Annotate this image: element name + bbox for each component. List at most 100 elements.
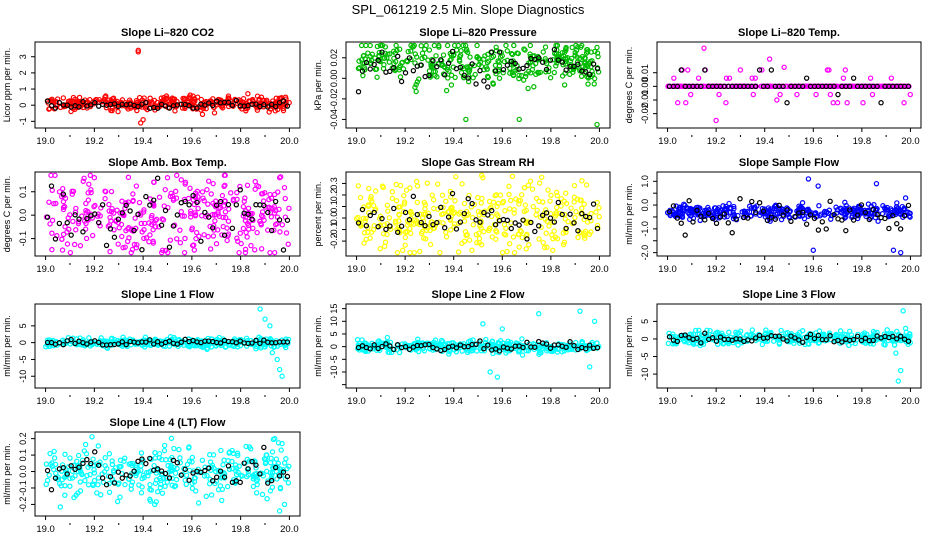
data-point <box>110 210 117 216</box>
y-tick-label: -0.1 <box>329 222 339 238</box>
data-point <box>727 209 733 215</box>
data-point <box>448 82 455 88</box>
data-point <box>381 243 388 250</box>
data-point-black <box>257 340 263 347</box>
data-point <box>516 244 522 250</box>
data-point <box>234 235 240 241</box>
data-point <box>586 231 593 237</box>
data-point <box>533 212 539 218</box>
x-tick-label: 20.0 <box>280 136 299 147</box>
data-point-black <box>44 98 51 104</box>
data-point-black <box>426 341 432 348</box>
data-point-black <box>394 53 401 60</box>
data-point <box>902 325 909 332</box>
plot-title: Slope Line 4 (LT) Flow <box>110 417 226 429</box>
data-point <box>548 192 554 199</box>
data-point-black <box>698 340 704 346</box>
data-point-black <box>894 220 900 227</box>
data-point <box>80 178 86 184</box>
data-point <box>106 489 113 495</box>
data-point-black <box>686 198 692 204</box>
data-point <box>476 230 482 236</box>
data-point-black <box>678 220 684 226</box>
data-point-black <box>127 208 133 214</box>
data-point <box>469 247 475 254</box>
data-point-black <box>217 340 224 346</box>
data-point <box>176 446 182 453</box>
data-point <box>528 70 534 76</box>
data-point <box>384 231 390 238</box>
data-point-black <box>682 232 688 238</box>
data-point-black <box>198 238 204 244</box>
data-point <box>102 455 108 461</box>
plot-title: Slope Li–820 Temp. <box>738 27 840 39</box>
data-point <box>584 46 590 53</box>
data-point <box>744 332 750 338</box>
data-point <box>271 191 278 198</box>
data-point <box>76 94 83 101</box>
data-point <box>403 187 410 193</box>
data-point <box>91 470 98 476</box>
data-point <box>700 341 707 347</box>
data-point-black <box>670 203 677 209</box>
data-point-black <box>391 205 397 212</box>
data-point <box>466 192 472 199</box>
data-point-black <box>111 234 118 240</box>
data-point <box>594 121 600 128</box>
data-point <box>245 205 252 211</box>
y-tick-label: -1.0 <box>640 221 650 237</box>
data-point-black <box>217 468 224 474</box>
x-tick-label: 19.8 <box>542 136 561 147</box>
data-point <box>163 457 169 463</box>
data-point <box>132 215 138 221</box>
data-point <box>147 498 154 504</box>
data-point-black <box>44 467 51 474</box>
data-point <box>527 178 534 184</box>
data-point-black <box>512 60 518 67</box>
y-axis-label: degrees C per min. <box>2 176 12 253</box>
data-point-black <box>88 102 94 108</box>
data-point-black <box>702 67 708 73</box>
data-point-black <box>508 225 514 232</box>
data-point-black <box>571 220 577 226</box>
data-point <box>884 204 891 211</box>
data-point <box>366 185 372 192</box>
data-point-black <box>702 330 708 336</box>
data-point-black <box>780 212 786 218</box>
data-point-black <box>162 207 169 214</box>
data-point <box>84 472 90 479</box>
x-tick-label: 19.0 <box>36 524 55 535</box>
x-tick-label: 19.0 <box>347 396 366 407</box>
data-point <box>83 235 90 242</box>
data-point-black <box>749 198 755 205</box>
y-axis-label: ml/min per min. <box>2 443 12 505</box>
data-point <box>749 75 755 81</box>
data-point <box>199 344 206 350</box>
data-point <box>171 445 177 452</box>
data-point-black <box>182 198 188 205</box>
data-point <box>460 42 466 49</box>
data-point <box>478 200 484 206</box>
data-point <box>667 211 673 217</box>
data-point <box>681 337 687 344</box>
y-tick-label: 0.0 <box>329 212 339 225</box>
data-point-black <box>95 339 102 346</box>
data-point <box>114 498 121 505</box>
data-point-black <box>457 64 464 71</box>
data-point <box>192 96 198 103</box>
data-point <box>477 345 484 352</box>
y-tick-label: 0.00 <box>640 78 650 96</box>
data-point-black <box>355 220 362 226</box>
data-point <box>189 225 195 231</box>
data-point-black <box>682 332 688 338</box>
data-point <box>71 241 78 248</box>
data-point <box>453 174 459 180</box>
data-point <box>237 183 243 190</box>
data-point <box>271 249 278 256</box>
data-point <box>60 198 67 205</box>
data-point <box>91 467 97 473</box>
data-point <box>355 183 362 189</box>
data-point <box>545 187 551 193</box>
data-point-black <box>186 202 192 208</box>
data-point <box>881 331 888 337</box>
